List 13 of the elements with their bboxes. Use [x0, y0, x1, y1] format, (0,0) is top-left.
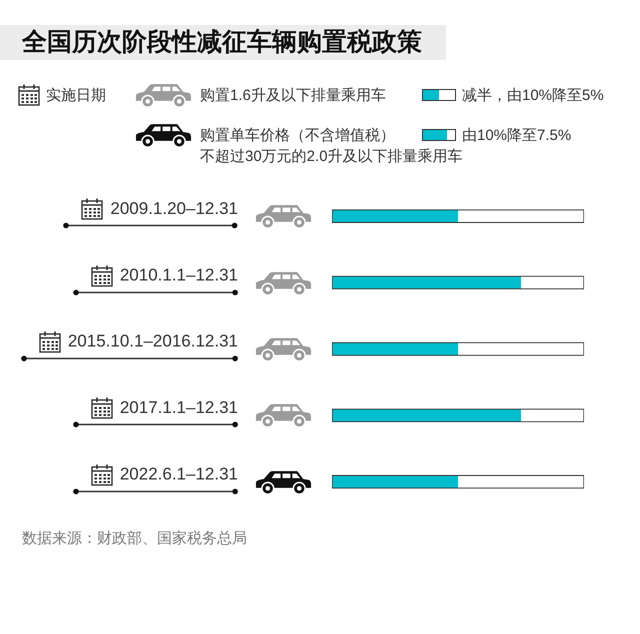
- y-tick-label: 2009.1.20–12.31: [110, 198, 238, 218]
- text: 购置1.6升及以下排量乘用车: [200, 86, 386, 106]
- source-note: 数据来源：财政部、国家税务总局: [22, 528, 247, 548]
- text: 实施日期: [46, 86, 106, 106]
- chart-title: 全国历次阶段性减征车辆购置税政策: [22, 27, 422, 58]
- text: 由10%降至7.5%: [462, 126, 572, 146]
- text: 减半，由10%降至5%: [462, 86, 604, 106]
- text: 不超过30万元的2.0升及以下排量乘用车: [200, 146, 463, 166]
- y-tick-label: 2015.10.1–2016.12.31: [68, 332, 238, 351]
- y-tick-label: 2022.6.1–12.31: [120, 464, 238, 484]
- y-tick-label: 2017.1.1–12.31: [120, 398, 238, 418]
- text: 购置单车价格（不含增值税）: [200, 126, 395, 146]
- y-tick-label: 2010.1.1–12.31: [120, 265, 238, 284]
